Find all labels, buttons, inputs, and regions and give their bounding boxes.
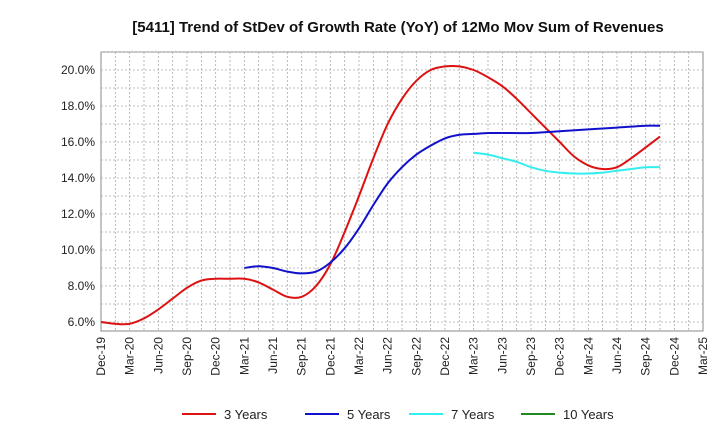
x-tick-label: Mar-25 [696, 337, 710, 375]
legend-label: 7 Years [451, 407, 495, 422]
y-tick-label: 20.0% [61, 63, 95, 77]
x-tick-label: Jun-24 [610, 337, 624, 374]
y-tick-label: 12.0% [61, 207, 95, 221]
series-line-3-years [100, 64, 661, 326]
legend: 3 Years 5 Years 7 Years 10 Years [182, 407, 614, 422]
y-tick-label: 10.0% [61, 243, 95, 257]
y-tick-label: 8.0% [68, 279, 96, 293]
x-tick-label: Dec-19 [94, 337, 108, 376]
y-tick-label: 18.0% [61, 99, 95, 113]
x-tick-label: Mar-21 [237, 337, 251, 375]
x-tick-label: Sep-22 [409, 337, 423, 376]
y-tick-label: 14.0% [61, 171, 95, 185]
legend-label: 5 Years [347, 407, 391, 422]
legend-label: 10 Years [563, 407, 614, 422]
x-tick-label: Jun-20 [151, 337, 165, 374]
x-tick-label: Jun-23 [495, 337, 509, 374]
y-tick-label: 16.0% [61, 135, 95, 149]
x-tick-label: Jun-21 [266, 337, 280, 374]
series-line-7-years [473, 151, 661, 175]
x-tick-label: Dec-23 [553, 337, 567, 376]
x-tick-label: Sep-21 [295, 337, 309, 376]
x-tick-label: Sep-24 [639, 337, 653, 376]
x-tick-label: Mar-20 [123, 337, 137, 375]
y-tick-label: 6.0% [68, 315, 96, 329]
legend-item-5-years: 5 Years [305, 407, 391, 422]
legend-item-7-years: 7 Years [409, 407, 495, 422]
x-tick-label: Dec-24 [667, 337, 681, 376]
legend-item-10-years: 10 Years [521, 407, 614, 422]
x-tick-label: Dec-22 [438, 337, 452, 376]
x-tick-label: Mar-24 [581, 337, 595, 375]
x-tick-label: Dec-20 [209, 337, 223, 376]
x-tick-label: Mar-23 [467, 337, 481, 375]
x-tick-label: Jun-22 [381, 337, 395, 374]
legend-label: 3 Years [224, 407, 268, 422]
x-tick-label: Mar-22 [352, 337, 366, 375]
chart-title: [5411] Trend of StDev of Growth Rate (Yo… [132, 19, 663, 36]
legend-item-3-years: 3 Years [182, 407, 268, 422]
x-tick-label: Dec-21 [323, 337, 337, 376]
plot-area: 6.0% 8.0% 10.0% 12.0% 14.0% 16.0% 18.0% 20.0% De… [61, 51, 710, 376]
x-tick-label: Sep-20 [180, 337, 194, 376]
x-tick-label: Sep-23 [524, 337, 538, 376]
series-line-5-years [244, 124, 661, 275]
